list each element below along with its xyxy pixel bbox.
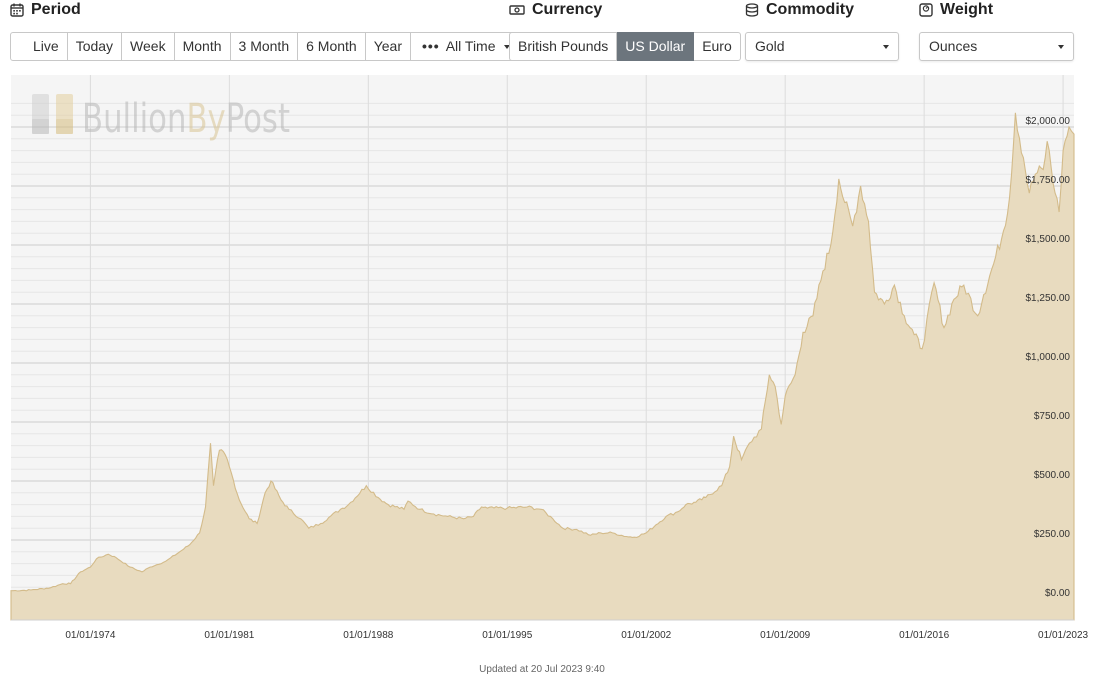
currency-gbp-button[interactable]: British Pounds [509,32,618,61]
last-updated-text: Updated at 20 Jul 2023 9:40 [479,664,605,675]
currency-button-group: British Pounds US Dollar Euro [509,32,741,61]
x-tick-label: 01/01/1981 [204,630,254,641]
currency-title-label: Currency [532,1,603,18]
watermark-gold-bar-shadow [56,119,73,134]
y-tick-label: $1,500.00 [1026,234,1071,245]
x-tick-label: 01/01/2002 [621,630,671,641]
y-tick-label: $1,750.00 [1026,175,1071,186]
y-tick-label: $1,000.00 [1026,352,1071,363]
period-live-button[interactable]: Live [10,32,68,61]
period-6month-button[interactable]: 6 Month [298,32,366,61]
chevron-down-icon [1058,45,1064,49]
commodity-title: Commodity [745,0,854,20]
period-month-button[interactable]: Month [174,32,231,61]
y-tick-label: $2,000.00 [1026,116,1071,127]
chevron-down-icon [883,45,889,49]
x-tick-label: 01/01/1974 [65,630,115,641]
y-tick-label: $750.00 [1034,411,1071,422]
commodity-select[interactable]: Gold [745,32,899,61]
chevron-down-icon [503,45,510,50]
weight-group: Weight [919,0,993,20]
weight-select[interactable]: Ounces [919,32,1074,61]
weight-title-label: Weight [940,1,994,18]
y-tick-label: $1,250.00 [1026,293,1071,304]
period-3month-button[interactable]: 3 Month [230,32,299,61]
bullionbypost-watermark: BullionByPost [32,94,290,142]
x-tick-label: 01/01/2009 [760,630,810,641]
x-tick-label: 01/01/1988 [343,630,393,641]
commodity-select-value: Gold [755,38,785,54]
weight-title: Weight [919,0,993,20]
scale-icon [919,3,933,17]
currency-usd-button[interactable]: US Dollar [617,32,695,61]
gold-price-area [10,112,1075,621]
y-tick-label: $0.00 [1045,588,1070,599]
period-title-label: Period [31,1,81,18]
commodity-title-label: Commodity [766,1,854,18]
period-title: Period [10,0,81,20]
period-year-button[interactable]: Year [365,32,411,61]
calendar-icon [10,3,24,17]
y-axis-labels: $0.00 $250.00 $500.00 $750.00 $1,000.00 $1,25… [1026,116,1071,599]
y-tick-label: $250.00 [1034,529,1071,540]
more-dots-icon: ••• [422,38,440,54]
period-week-button[interactable]: Week [122,32,175,61]
price-chart: BullionByPost $0.00 $250.00 $500.00 $750.00… [10,75,1089,641]
x-axis-labels: 01/01/1974 01/01/1981 01/01/1988 01/01/1995… [65,630,1088,641]
coins-icon [745,3,759,17]
y-tick-label: $500.00 [1034,470,1071,481]
x-tick-label: 01/01/2023 [1038,630,1088,641]
period-today-button[interactable]: Today [67,32,123,61]
x-tick-label: 01/01/2016 [899,630,949,641]
period-all-time-dropdown[interactable]: ••• All Time [411,32,519,61]
period-group: Period [10,0,81,20]
watermark-silver-bar-shadow [32,119,49,134]
currency-eur-button[interactable]: Euro [694,32,741,61]
period-all-time-label: All Time [445,38,496,54]
banknote-icon [509,5,525,15]
currency-group: Currency [509,0,602,20]
weight-select-value: Ounces [929,38,978,54]
watermark-text: BullionByPost [82,96,290,142]
commodity-group: Commodity [745,0,854,20]
x-tick-label: 01/01/1995 [482,630,532,641]
period-button-group: Live Today Week Month 3 Month 6 Month Ye… [10,32,519,61]
currency-title: Currency [509,0,602,20]
